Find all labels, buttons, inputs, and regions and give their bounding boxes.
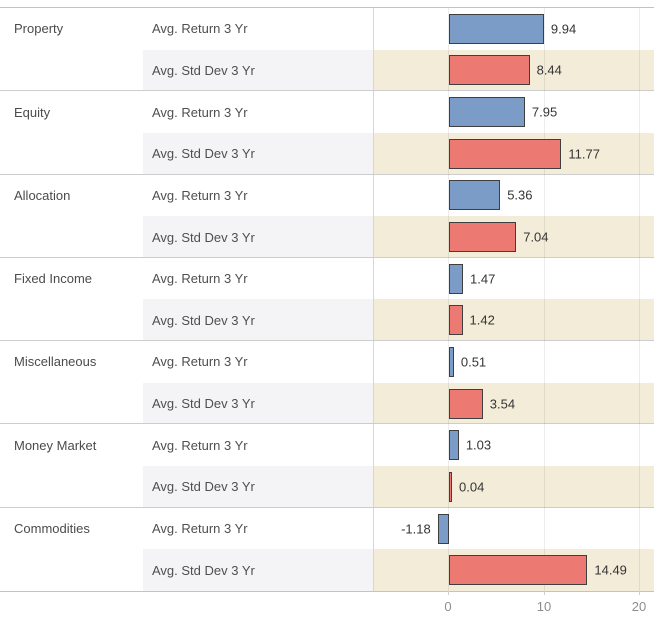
table-row: Money Market Avg. Return 3 Yr 1.03 (0, 424, 654, 467)
category-label (0, 466, 143, 508)
bar[interactable] (449, 388, 483, 419)
measure-label: Avg. Std Dev 3 Yr (143, 382, 373, 425)
bar-value-label: 1.03 (465, 437, 492, 453)
axis-tick (448, 591, 449, 595)
table-row: Fixed Income Avg. Return 3 Yr 1.47 (0, 257, 654, 300)
category-label: Allocation (0, 174, 143, 217)
measure-label: Avg. Return 3 Yr (143, 174, 373, 217)
bar-value-label: 7.04 (523, 229, 549, 245)
chart-cell: 14.49 (373, 549, 654, 591)
chart-cell: 5.36 (373, 174, 654, 217)
bar[interactable] (449, 97, 525, 128)
measure-label: Avg. Return 3 Yr (143, 257, 373, 300)
table-row: Avg. Std Dev 3 Yr 14.49 (0, 549, 654, 591)
measure-label: Avg. Std Dev 3 Yr (143, 49, 373, 92)
category-label: Equity (0, 91, 143, 133)
table-row: Commodities Avg. Return 3 Yr -1.18 (0, 507, 654, 550)
measure-label: Avg. Std Dev 3 Yr (143, 299, 373, 342)
chart-cell: -1.18 (373, 507, 654, 550)
axis-tick-label: 10 (536, 599, 552, 614)
bar[interactable] (449, 305, 463, 336)
measure-label: Avg. Return 3 Yr (143, 341, 373, 383)
bar[interactable] (449, 555, 588, 586)
measure-label: Avg. Std Dev 3 Yr (143, 466, 373, 508)
table-row: Avg. Std Dev 3 Yr 0.04 (0, 466, 654, 508)
axis-tick (544, 591, 545, 595)
table-row: Avg. Std Dev 3 Yr 8.44 (0, 49, 654, 92)
bar-value-label: -1.18 (401, 521, 431, 536)
chart-cell: 1.42 (373, 299, 654, 342)
measure-label: Avg. Return 3 Yr (143, 424, 373, 467)
bar-value-label: 8.44 (536, 62, 562, 78)
measure-label: Avg. Return 3 Yr (143, 91, 373, 133)
table-row: Property Avg. Return 3 Yr 9.94 (0, 8, 654, 50)
category-label (0, 216, 143, 258)
bar-value-label: 5.36 (507, 187, 533, 203)
bar[interactable] (449, 346, 454, 377)
axis-tick (639, 591, 640, 595)
category-label (0, 49, 143, 92)
measure-label: Avg. Std Dev 3 Yr (143, 549, 373, 591)
chart-cell: 7.04 (373, 216, 654, 258)
chart-cell: 9.94 (373, 8, 654, 50)
category-label: Fixed Income (0, 257, 143, 300)
measure-label: Avg. Std Dev 3 Yr (143, 132, 373, 175)
bar[interactable] (449, 471, 452, 502)
table-row: Avg. Std Dev 3 Yr 1.42 (0, 299, 654, 342)
chart-cell: 0.04 (373, 466, 654, 508)
table-row: Equity Avg. Return 3 Yr 7.95 (0, 91, 654, 133)
measure-label: Avg. Std Dev 3 Yr (143, 216, 373, 258)
bar[interactable] (449, 263, 464, 294)
bar-value-label: 7.95 (531, 104, 558, 120)
bar-value-label: 3.54 (489, 396, 516, 412)
bar[interactable] (449, 180, 501, 211)
category-label (0, 382, 143, 425)
bar[interactable] (437, 513, 449, 544)
axis-tick-label: 0 (444, 599, 452, 614)
plot-area: Property Avg. Return 3 Yr 9.94 Avg. Std … (0, 7, 654, 592)
bar[interactable] (449, 430, 459, 461)
category-label: Property (0, 8, 143, 50)
chart-cell: 1.47 (373, 257, 654, 300)
category-label (0, 132, 143, 175)
chart-cell: 11.77 (373, 132, 654, 175)
table-row: Avg. Std Dev 3 Yr 11.77 (0, 132, 654, 175)
chart-cell: 0.51 (373, 341, 654, 383)
chart-cell: 8.44 (373, 49, 654, 92)
table-row: Allocation Avg. Return 3 Yr 5.36 (0, 174, 654, 217)
bar[interactable] (449, 138, 562, 169)
bar-value-label: 9.94 (550, 21, 577, 37)
bar[interactable] (449, 222, 517, 253)
bar-value-label: 0.04 (459, 479, 485, 495)
measure-label: Avg. Return 3 Yr (143, 8, 373, 50)
chart-cell: 1.03 (373, 424, 654, 467)
category-label (0, 299, 143, 342)
bar[interactable] (449, 55, 530, 86)
chart-cell: 3.54 (373, 382, 654, 425)
table-row: Avg. Std Dev 3 Yr 7.04 (0, 216, 654, 258)
chart-cell: 7.95 (373, 91, 654, 133)
axis-tick-label: 20 (631, 599, 647, 614)
bar-value-label: 11.77 (568, 146, 600, 162)
bar-value-label: 0.51 (460, 354, 487, 370)
bar[interactable] (449, 13, 544, 44)
measure-label: Avg. Return 3 Yr (143, 507, 373, 550)
category-label: Commodities (0, 507, 143, 550)
table-row: Avg. Std Dev 3 Yr 3.54 (0, 382, 654, 425)
bar-value-label: 14.49 (594, 562, 627, 578)
category-label: Money Market (0, 424, 143, 467)
category-label: Miscellaneous (0, 341, 143, 383)
table-row: Miscellaneous Avg. Return 3 Yr 0.51 (0, 341, 654, 383)
category-label (0, 549, 143, 591)
bar-value-label: 1.42 (469, 312, 495, 328)
bar-value-label: 1.47 (470, 271, 496, 287)
